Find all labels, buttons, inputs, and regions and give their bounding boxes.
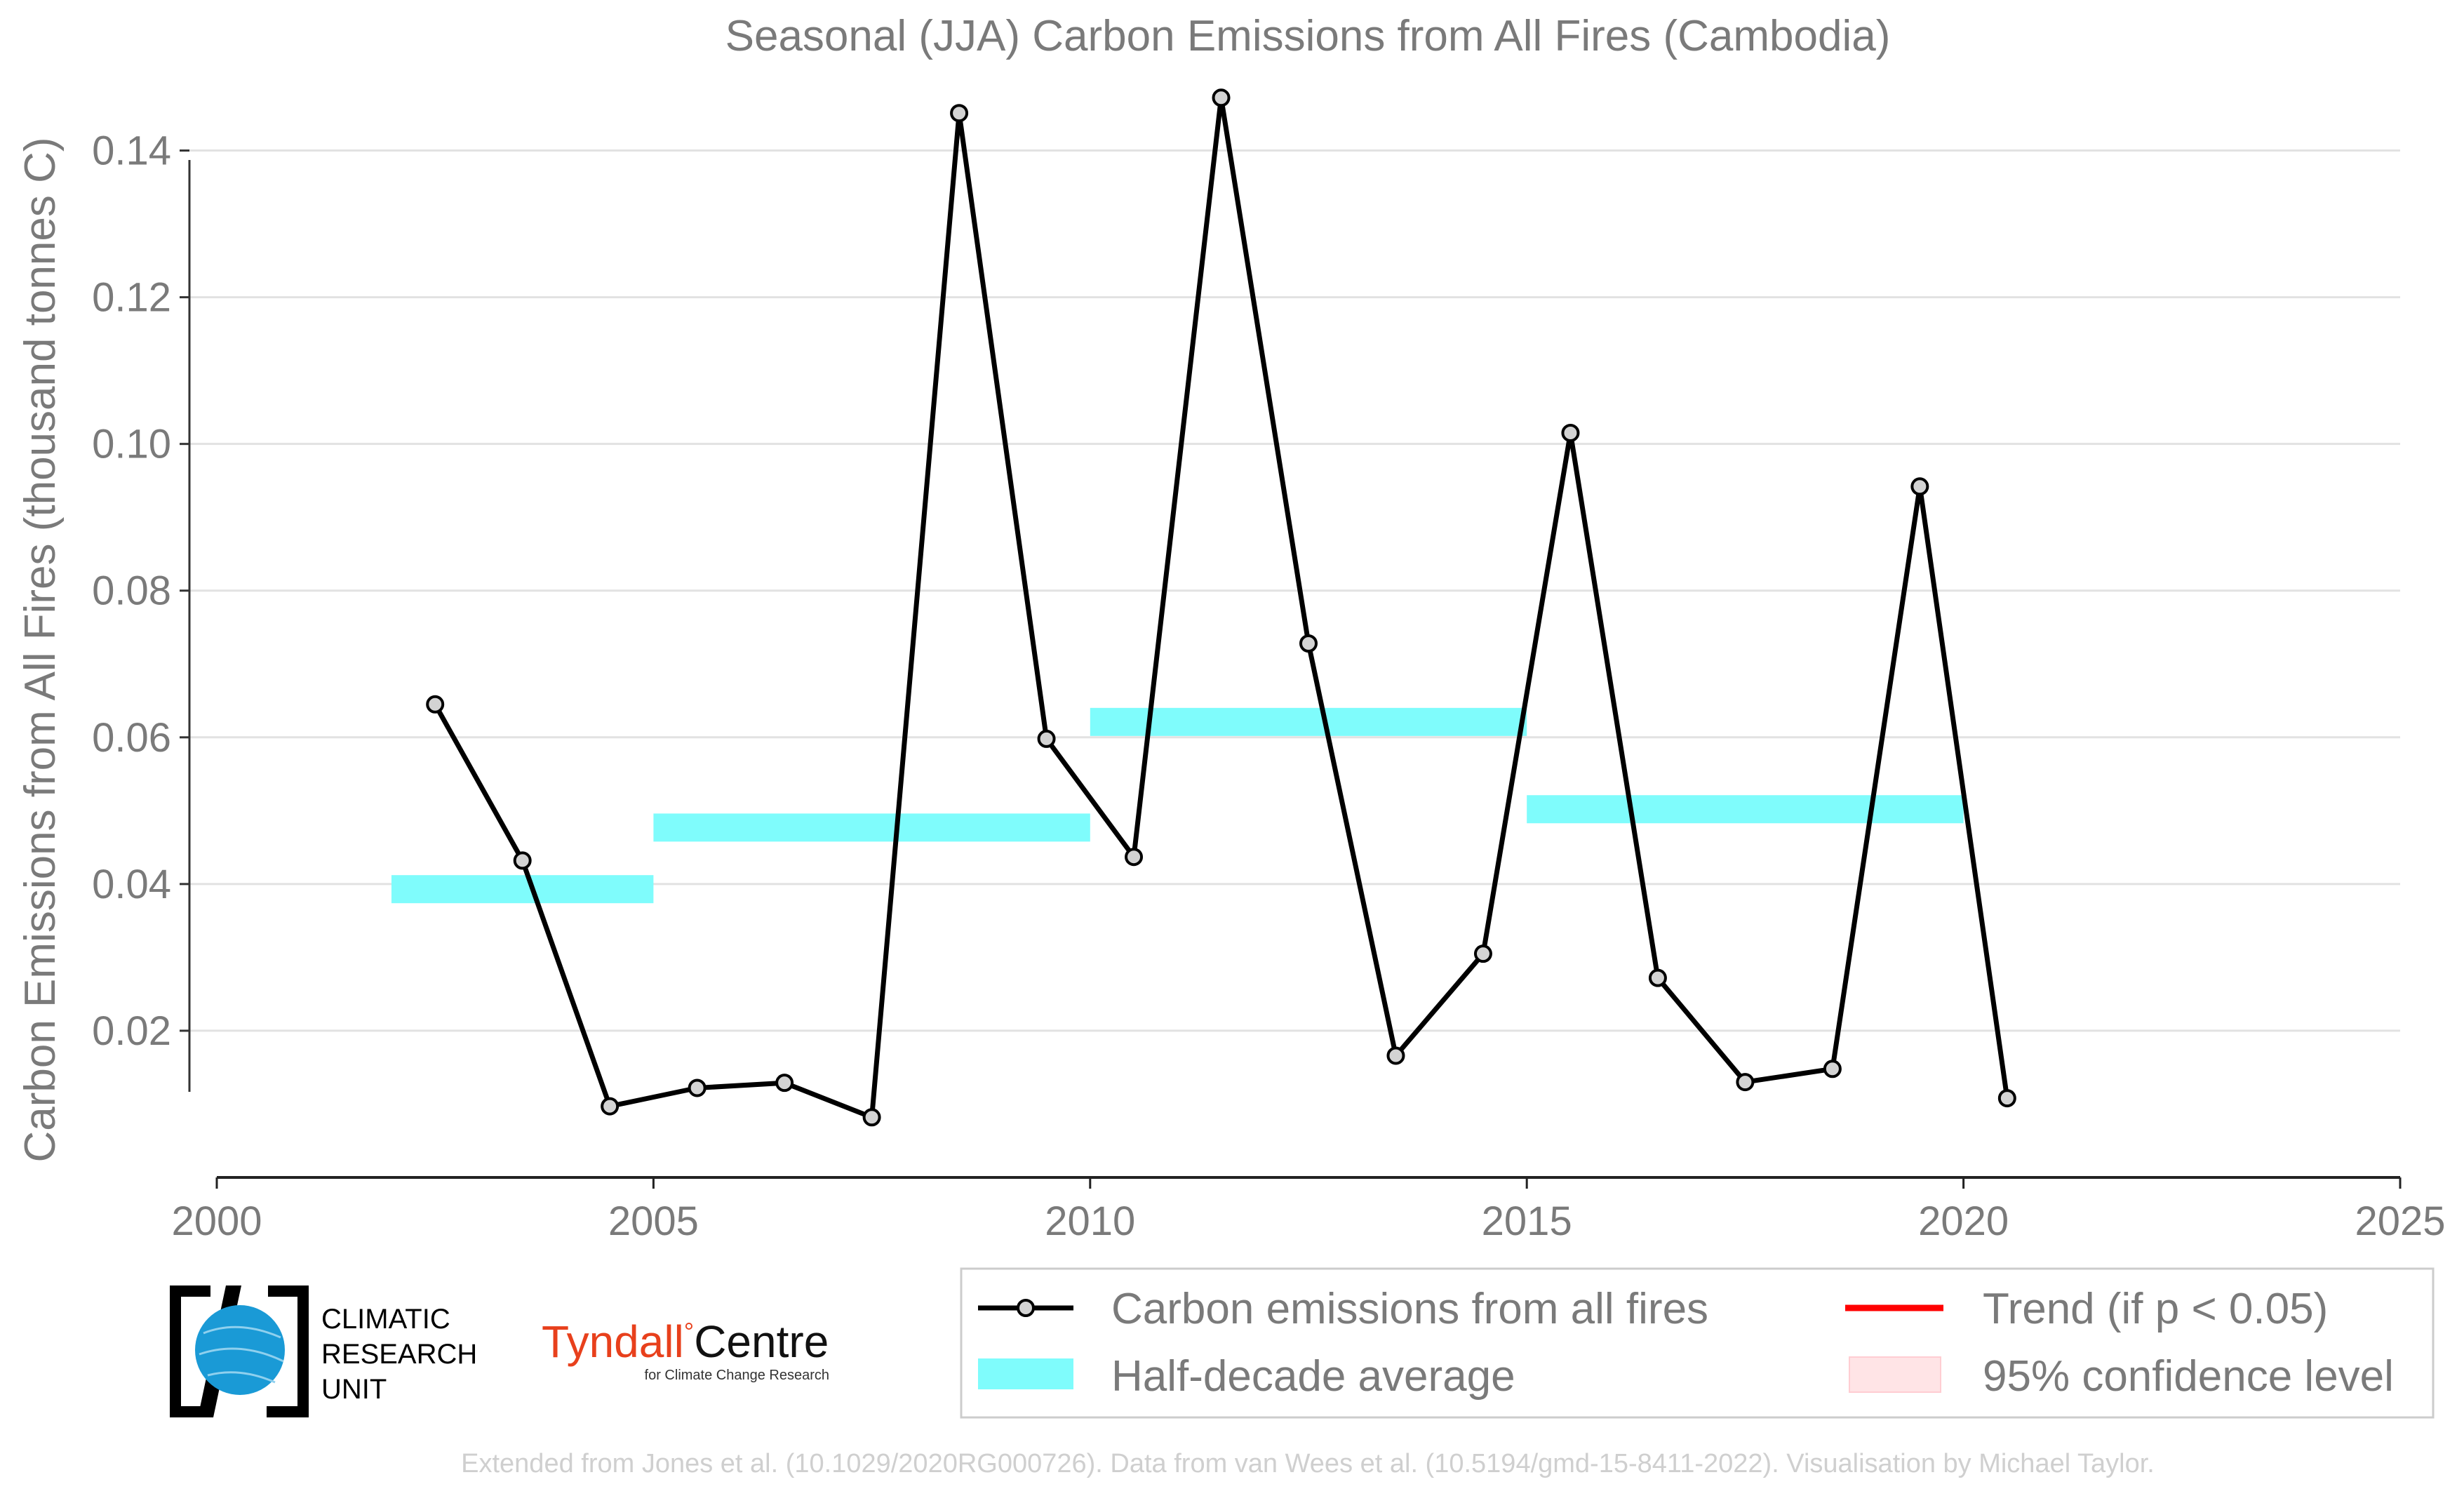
- data-point-2015.5: [1561, 423, 1580, 442]
- legend-label-confidence: 95% confidence level: [1983, 1352, 2394, 1401]
- series-line-0: [433, 95, 2010, 1120]
- y-tick-label-4: 0.10: [92, 422, 171, 467]
- cru-text-3: UNIT: [321, 1374, 387, 1405]
- credit-line: Extended from Jones et al. (10.1029/2020…: [461, 1449, 2155, 1478]
- legend-band-icon: [978, 1358, 1073, 1389]
- half-decade-band-0: [391, 875, 654, 904]
- x-tick-label-4: 2020: [1918, 1198, 2009, 1244]
- axes: [188, 160, 2400, 1179]
- y-tick-label-1: 0.04: [92, 862, 171, 907]
- data-point-2007.5: [862, 1108, 881, 1127]
- x-tick-label-5: 2025: [2355, 1198, 2445, 1244]
- data-point-2008.5: [950, 104, 969, 123]
- cru-frame-icon: [170, 1285, 210, 1417]
- x-tick-label-1: 2005: [608, 1198, 699, 1244]
- half-decade-band-3: [1527, 795, 1964, 824]
- legend: Carbon emissions from all fires Trend (i…: [960, 1267, 2435, 1419]
- legend-marker-icon: [1017, 1299, 1035, 1317]
- tyndall-word: Tyndall: [542, 1316, 684, 1367]
- y-tick-label-3: 0.08: [92, 568, 171, 614]
- tyndall-centre: Centre: [694, 1316, 829, 1367]
- data-point-2020.5: [1997, 1089, 2016, 1108]
- series-line-group: [433, 95, 2010, 1120]
- half-decade-bands: [391, 707, 1964, 904]
- data-point-2011.5: [1212, 88, 1231, 107]
- tyndall-degree: °: [684, 1317, 694, 1346]
- half-decade-band-2: [1090, 707, 1527, 736]
- y-tick-label-0: 0.02: [92, 1008, 171, 1054]
- globe-lines-icon: [199, 1325, 284, 1384]
- cru-logo: CLIMATIC RESEARCH UNIT: [170, 1285, 477, 1417]
- x-tick-label-3: 2015: [1482, 1198, 1572, 1244]
- x-tick-label-0: 2000: [171, 1198, 262, 1244]
- x-ticks: 2000 2005 2010 2015 2020 2025: [171, 1177, 2446, 1244]
- cru-text-2: RESEARCH: [321, 1339, 477, 1370]
- data-point-2006.5: [775, 1074, 794, 1093]
- y-ticks: 0.02 0.04 0.06 0.08 0.10 0.12 0.14: [92, 128, 189, 1054]
- legend-confidence-icon: [1849, 1356, 1941, 1393]
- data-point-2016.5: [1648, 968, 1667, 987]
- data-point-2013.5: [1386, 1046, 1405, 1065]
- half-decade-band-1: [653, 813, 1090, 842]
- tyndall-subtitle: for Climate Change Research: [645, 1368, 829, 1383]
- chart-title: Seasonal (JJA) Carbon Emissions from All…: [725, 12, 1891, 60]
- data-point-2012.5: [1299, 634, 1318, 653]
- data-point-2018.5: [1823, 1060, 1842, 1078]
- legend-label-average: Half-decade average: [1111, 1352, 1515, 1401]
- data-point-2010.5: [1125, 848, 1144, 867]
- legend-label-series: Carbon emissions from all fires: [1111, 1285, 1708, 1333]
- tyndall-logo: Tyndall°Centre for Climate Change Resear…: [542, 1316, 829, 1383]
- data-point-2003.5: [513, 851, 532, 870]
- y-tick-label-2: 0.06: [92, 715, 171, 761]
- svg-text:Tyndall°Centre: Tyndall°Centre: [542, 1316, 829, 1367]
- y-tick-label-5: 0.12: [92, 275, 171, 321]
- data-point-2004.5: [601, 1097, 620, 1116]
- data-point-2019.5: [1910, 477, 1929, 496]
- data-points: [426, 88, 2016, 1127]
- cru-text-1: CLIMATIC: [321, 1304, 450, 1335]
- data-point-2002.5: [426, 695, 445, 714]
- legend-frame: [960, 1267, 2435, 1419]
- x-tick-label-2: 2010: [1045, 1198, 1135, 1244]
- legend-label-trend: Trend (if p < 0.05): [1983, 1285, 2328, 1333]
- cru-frame-icon-right: [267, 1285, 309, 1417]
- y-tick-label-6: 0.14: [92, 128, 171, 174]
- y-axis-label: Carbon Emissions from All Fires (thousan…: [16, 137, 65, 1162]
- data-point-2009.5: [1037, 729, 1056, 748]
- data-point-2005.5: [688, 1078, 707, 1097]
- data-point-2014.5: [1473, 944, 1492, 963]
- data-point-2017.5: [1736, 1073, 1755, 1092]
